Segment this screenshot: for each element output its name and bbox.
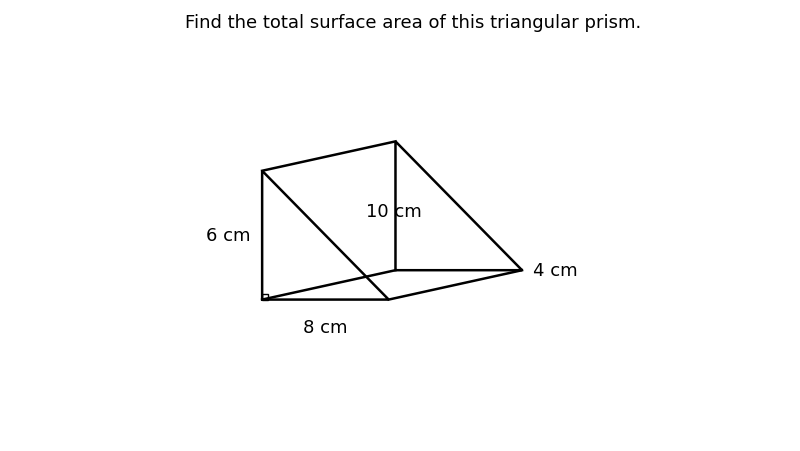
Text: Find the total surface area of this triangular prism.: Find the total surface area of this tria… bbox=[186, 14, 642, 32]
Text: 6 cm: 6 cm bbox=[206, 227, 251, 244]
Text: 4 cm: 4 cm bbox=[534, 262, 578, 280]
Text: 10 cm: 10 cm bbox=[366, 203, 422, 221]
Text: 8 cm: 8 cm bbox=[303, 318, 348, 336]
